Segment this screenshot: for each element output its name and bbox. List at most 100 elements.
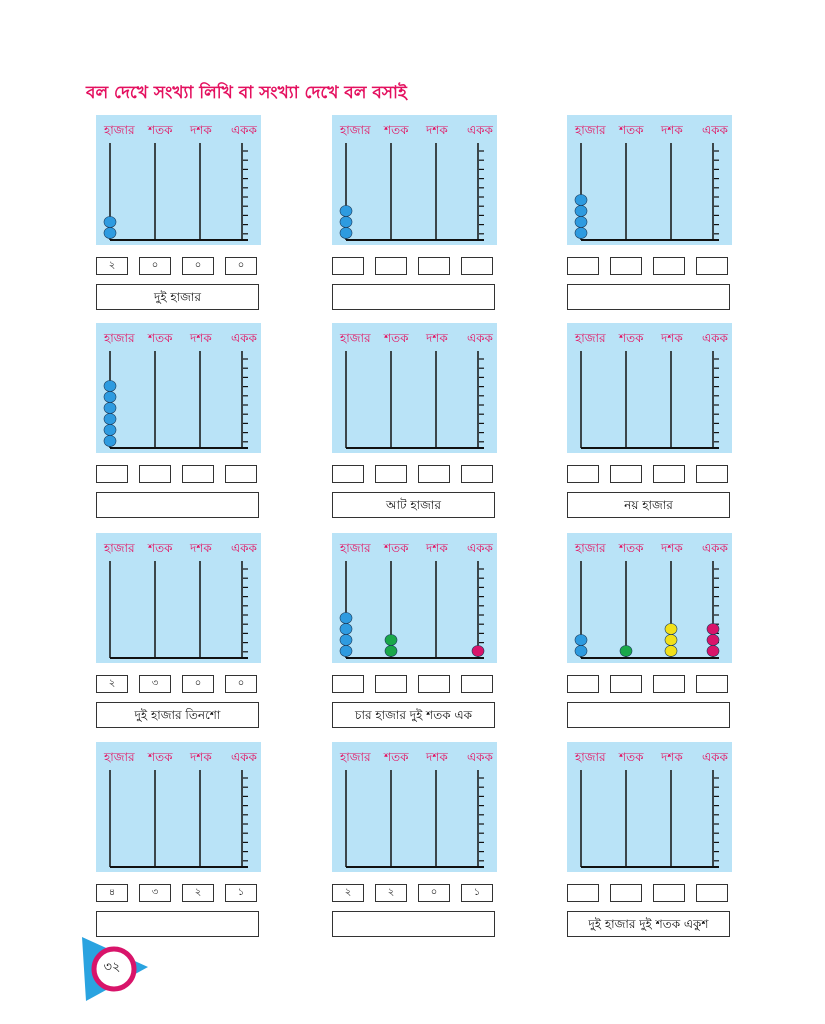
column-label: শতক: [618, 541, 644, 555]
column-label: দশক: [660, 541, 683, 555]
digit-box[interactable]: [418, 675, 450, 693]
digit-box[interactable]: ২: [375, 884, 407, 902]
digit-box[interactable]: [610, 884, 642, 902]
digit-box[interactable]: [610, 465, 642, 483]
digit-box[interactable]: [332, 465, 364, 483]
abacus-bead: [339, 634, 353, 646]
digit-box[interactable]: ০: [225, 675, 257, 693]
column-label: দশক: [189, 331, 212, 345]
abacus-bead: [574, 194, 588, 206]
digit-box[interactable]: [332, 675, 364, 693]
column-label: হাজার: [574, 541, 606, 555]
number-words-box[interactable]: [96, 492, 259, 518]
column-label: শতক: [383, 123, 409, 137]
digit-box[interactable]: ০: [182, 257, 214, 275]
digit-boxes: [332, 465, 497, 485]
digit-box[interactable]: ০: [418, 884, 450, 902]
page-title: বল দেখে সংখ্যা লিখি বা সংখ্যা দেখে বল বস…: [86, 83, 407, 103]
digit-box[interactable]: ২: [332, 884, 364, 902]
number-words-box[interactable]: আট হাজার: [332, 492, 495, 518]
abacus-drawing: হাজার শতক দশক একক: [103, 750, 258, 868]
number-words-box[interactable]: [332, 911, 495, 937]
digit-box[interactable]: [696, 884, 728, 902]
digit-box[interactable]: [182, 465, 214, 483]
column-label: শতক: [618, 331, 644, 345]
number-words-box[interactable]: [332, 284, 495, 310]
digit-box[interactable]: ১: [461, 884, 493, 902]
abacus-drawing: হাজার শতক দশক একক: [103, 331, 258, 449]
abacus-bead: [103, 435, 117, 447]
digit-box[interactable]: [375, 465, 407, 483]
column-label: একক: [467, 750, 494, 764]
abacus-panel: হাজার শতক দশক একক: [96, 742, 261, 872]
digit-box[interactable]: [375, 257, 407, 275]
digit-box[interactable]: [96, 465, 128, 483]
column-label: একক: [231, 750, 258, 764]
digit-box[interactable]: [653, 675, 685, 693]
abacus-bead: [103, 391, 117, 403]
digit-box[interactable]: ৩: [139, 675, 171, 693]
digit-box[interactable]: [375, 675, 407, 693]
digit-box[interactable]: [696, 465, 728, 483]
column-label: হাজার: [339, 541, 371, 555]
digit-box[interactable]: [332, 257, 364, 275]
digit-box[interactable]: [653, 465, 685, 483]
abacus-bead: [339, 645, 353, 657]
digit-box[interactable]: [610, 257, 642, 275]
number-words-box[interactable]: দুই হাজার তিনশো: [96, 702, 259, 728]
number-words-box[interactable]: দুই হাজার: [96, 284, 259, 310]
column-label: দশক: [425, 541, 448, 555]
column-label: হাজার: [103, 750, 135, 764]
number-words-box[interactable]: দুই হাজার দুই শতক একুশ: [567, 911, 730, 937]
digit-boxes: [332, 257, 497, 277]
digit-box[interactable]: [567, 884, 599, 902]
abacus-bead: [706, 623, 720, 635]
abacus-bead: [706, 634, 720, 646]
digit-boxes: [567, 884, 732, 904]
number-words-box[interactable]: নয় হাজার: [567, 492, 730, 518]
digit-box[interactable]: [461, 257, 493, 275]
abacus-bead: [384, 645, 398, 657]
digit-box[interactable]: [418, 465, 450, 483]
digit-box[interactable]: ২: [96, 675, 128, 693]
abacus-bead: [574, 645, 588, 657]
column-label: হাজার: [339, 750, 371, 764]
number-words-box[interactable]: চার হাজার দুই শতক এক: [332, 702, 495, 728]
digit-box[interactable]: ১: [225, 884, 257, 902]
number-words-box[interactable]: [567, 702, 730, 728]
number-words-box[interactable]: [567, 284, 730, 310]
digit-box[interactable]: [225, 465, 257, 483]
abacus-bead: [103, 402, 117, 414]
column-label: শতক: [383, 541, 409, 555]
digit-box[interactable]: ০: [182, 675, 214, 693]
number-words-box[interactable]: [96, 911, 259, 937]
abacus-panel: হাজার শতক দশক একক: [96, 323, 261, 453]
digit-box[interactable]: [567, 465, 599, 483]
digit-box[interactable]: [567, 675, 599, 693]
column-label: শতক: [147, 541, 173, 555]
column-label: দশক: [189, 541, 212, 555]
digit-box[interactable]: ২: [96, 257, 128, 275]
digit-box[interactable]: ২: [182, 884, 214, 902]
column-label: একক: [702, 541, 729, 555]
digit-box[interactable]: ০: [225, 257, 257, 275]
digit-box[interactable]: ৩: [139, 884, 171, 902]
digit-box[interactable]: [418, 257, 450, 275]
digit-box[interactable]: [461, 675, 493, 693]
digit-box[interactable]: [139, 465, 171, 483]
digit-box[interactable]: [567, 257, 599, 275]
digit-box[interactable]: ০: [139, 257, 171, 275]
digit-box[interactable]: [653, 257, 685, 275]
digit-box[interactable]: [610, 675, 642, 693]
digit-box[interactable]: ৪: [96, 884, 128, 902]
digit-box[interactable]: [461, 465, 493, 483]
digit-box[interactable]: [653, 884, 685, 902]
column-label: শতক: [147, 331, 173, 345]
digit-box[interactable]: [696, 675, 728, 693]
digit-box[interactable]: [696, 257, 728, 275]
abacus-drawing: হাজার শতক দশক একক: [339, 331, 494, 449]
abacus-bead: [103, 424, 117, 436]
abacus-bead: [384, 634, 398, 646]
column-label: দশক: [660, 331, 683, 345]
